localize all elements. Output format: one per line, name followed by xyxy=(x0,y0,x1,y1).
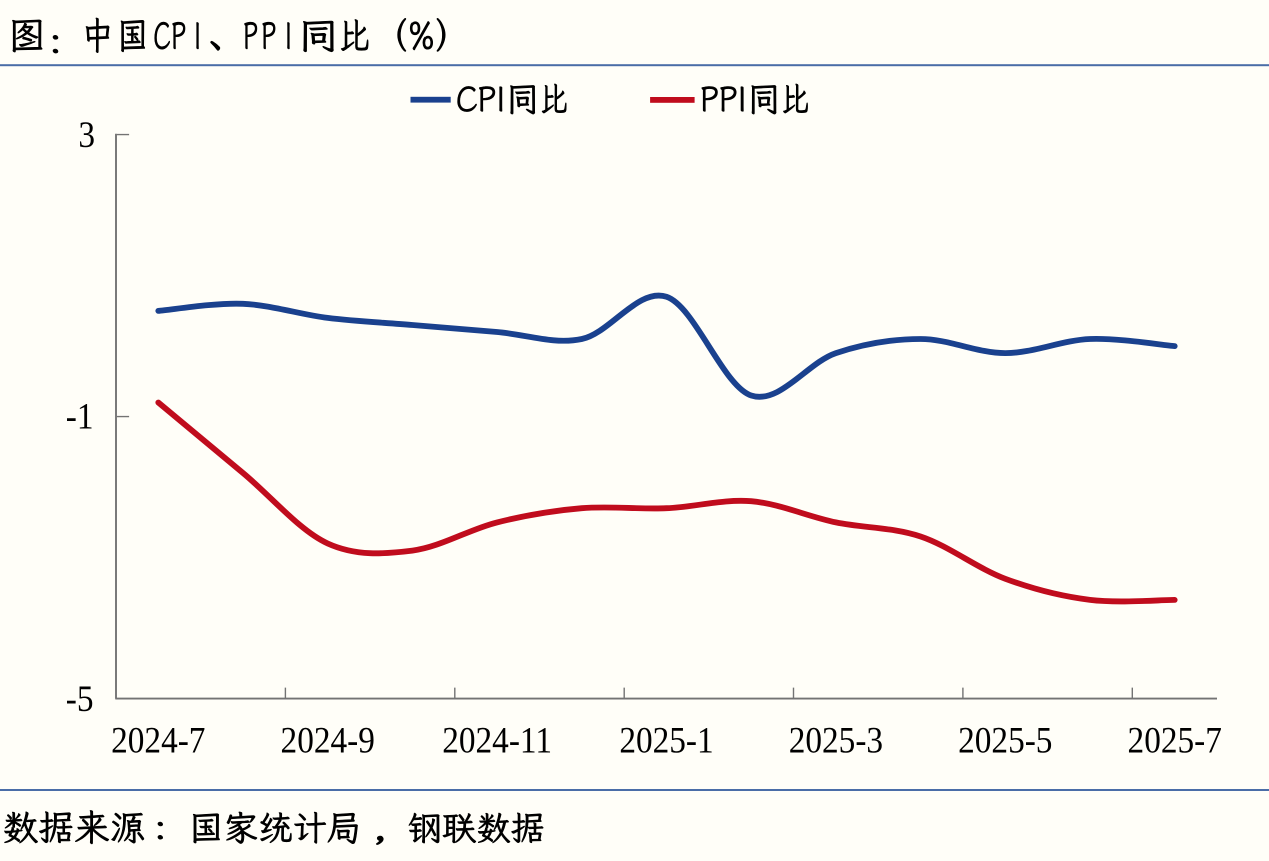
svg-text:2024-9: 2024-9 xyxy=(281,720,375,761)
svg-text:2024-7: 2024-7 xyxy=(111,720,205,761)
svg-text:2025-3: 2025-3 xyxy=(789,720,883,761)
svg-text:2025-1: 2025-1 xyxy=(619,720,713,761)
svg-text:2025-7: 2025-7 xyxy=(1128,720,1222,761)
svg-text:-1: -1 xyxy=(66,396,94,437)
svg-text:3: 3 xyxy=(78,114,95,155)
svg-text:-5: -5 xyxy=(66,678,94,719)
svg-text:2024-11: 2024-11 xyxy=(442,720,552,761)
svg-text:2025-5: 2025-5 xyxy=(958,720,1052,761)
